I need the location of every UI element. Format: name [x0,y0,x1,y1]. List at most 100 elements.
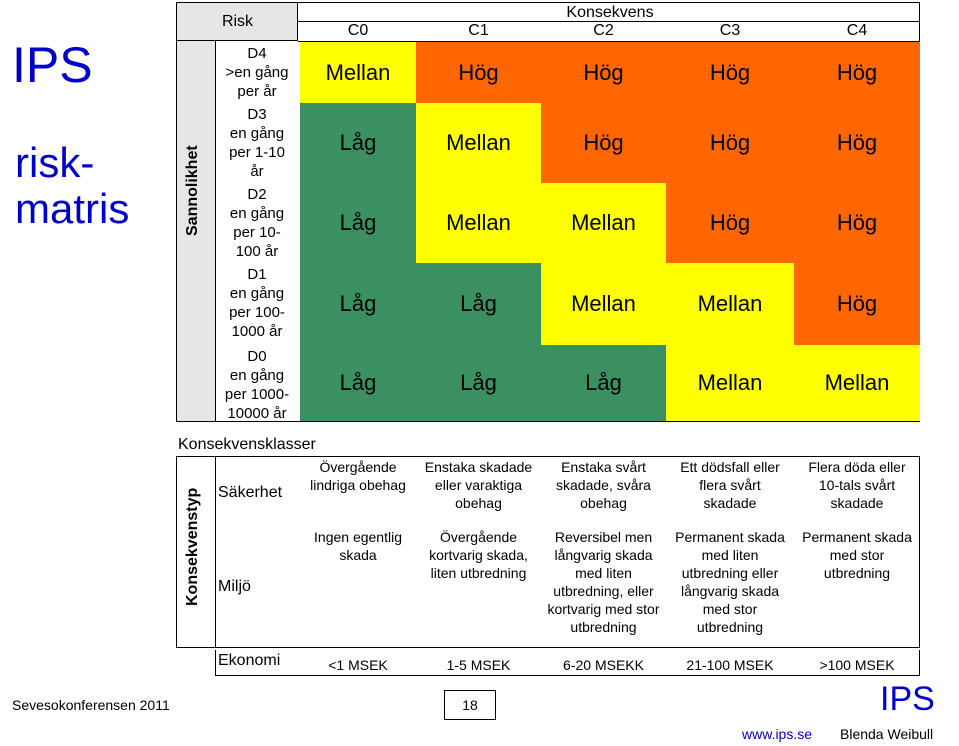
probability-label: D4 >en gång per år [216,44,298,101]
risk-cell: Mellan [416,183,541,263]
probability-level: D0 [247,348,267,365]
consequence-type-axis-label: Konsekvenstyp [184,487,201,606]
economy-value: >100 MSEK [819,657,895,673]
economy-value: 6-20 MSEKK [563,657,644,673]
safety-description: Flera döda eller 10-tals svårt skadade [794,458,920,512]
safety-description-line: skadade [703,495,757,511]
environment-description-line: utbredning [823,565,891,581]
environment-description-line: Permanent skada [675,529,785,545]
probability-frequency: en gång [229,205,285,222]
environment-description-line: kortvarig med stor [547,601,660,617]
risk-cell: Mellan [666,263,794,345]
safety-description-line: Övergående [319,459,397,475]
probability-frequency: per 1-10 [229,144,285,161]
environment-description-line: utbredning, eller [553,583,654,599]
risk-cell: Mellan [300,42,416,103]
side-title-line1: risk- [15,139,95,186]
environment-description-line: utbredning eller [681,565,779,581]
side-title: risk- matris [15,140,165,232]
risk-cell: Mellan [541,263,666,345]
safety-description-line: skadade, svåra [556,477,651,493]
environment-description-line: utbredning [696,619,764,635]
economy-value: <1 MSEK [328,657,388,673]
safety-description-line: 10-tals svårt [818,477,896,493]
economy-frame [215,650,920,676]
safety-description-line: skadade [830,495,884,511]
risk-cell: Låg [300,263,416,345]
risk-cell: Hög [666,42,794,103]
probability-level: D3 [247,106,267,123]
risk-cell: Mellan [794,345,920,421]
environment-description: Ingen egentlig skada [300,528,416,564]
environment-description-line: utbredning [570,619,637,635]
safety-description: Övergående lindriga obehag [300,458,416,494]
risk-cell: Hög [666,103,794,183]
footer-page-box [444,690,496,720]
risk-cell: Mellan [541,183,666,263]
risk-cell: Låg [541,345,666,421]
likelihood-strip [177,3,215,421]
safety-description: Enstaka svårt skadade, svåra obehag [541,458,666,512]
risk-cell: Hög [794,103,920,183]
environment-description-line: Ingen egentlig [314,529,402,545]
classes-title: Konsekvensklasser [178,436,316,453]
risk-cell: Hög [416,42,541,103]
probability-level: D4 [247,45,267,62]
environment-description-line: med liten [701,547,759,563]
environment-description-line: Permanent skada [802,529,912,545]
risk-cell: Mellan [416,103,541,183]
economy-value: 21-100 MSEK [686,657,774,673]
risk-cell: Låg [416,345,541,421]
risk-cell: Hög [794,183,920,263]
environment-description-line: med liten [575,565,632,581]
consequence-column-header: C1 [468,22,489,39]
footer-url[interactable]: www.ips.se [742,726,813,742]
header-bottom-line [298,41,919,42]
page-number: 18 [462,697,478,713]
probability-frequency: 100 år [235,243,279,260]
footer-ips-logo: IPS [880,680,935,718]
risk-cell: Hög [666,183,794,263]
safety-description-line: flera svårt [699,477,761,493]
risk-cell: Hög [794,42,920,103]
economy-label: Ekonomi [218,652,281,669]
environment-label: Miljö [218,578,251,595]
probability-frequency: 1000 år [231,323,283,340]
classes-frame [176,456,920,648]
economy-value: 1-5 MSEK [446,657,511,673]
environment-description: Permanent skada med liten utbredning eller… [666,528,794,636]
probability-frequency: per 10- [233,224,281,241]
consequence-column-header: C0 [347,22,369,39]
environment-description-line: med stor [829,547,885,563]
consequence-column-header: C3 [719,22,741,39]
risk-cell: Mellan [666,345,794,421]
probability-frequency: 10000 år [227,405,287,422]
safety-description-line: Enstaka skadade [424,459,533,475]
conference-name: Sevesokonferensen 2011 [12,697,170,713]
environment-description-line: långvarig skada [554,547,653,563]
consequence-header: Konsekvens [566,4,654,21]
environment-description: Reversibel men långvarig skada med liten ut… [541,528,666,636]
risk-cell: Hög [541,103,666,183]
probability-frequency: per 100- [229,304,285,321]
probability-label: D1 en gång per 100- 1000 år [216,265,298,341]
probability-frequency: en gång [229,285,285,302]
probability-column [215,41,299,421]
environment-description-line: Övergående [439,529,518,545]
environment-description-line: med stor [702,601,758,617]
risk-header-cell [177,3,298,41]
safety-description-line: Flera döda eller [808,459,906,475]
environment-description-line: liten utbredning [430,565,527,581]
consequence-column-header: C2 [593,22,614,39]
probability-level: D1 [247,266,267,283]
likelihood-axis-label: Sannolikhet [184,145,201,236]
probability-frequency: >en gång [225,64,289,81]
environment-description-line: långvarig skada [680,583,780,599]
risk-header: Risk [221,13,254,30]
risk-cell: Låg [300,183,416,263]
safety-label: Säkerhet [218,484,283,501]
environment-description-line: skada [339,547,377,563]
probability-label: D2 en gång per 10- 100 år [216,185,298,261]
safety-description-line: lindriga obehag [310,477,406,493]
classes-divider [215,456,216,648]
